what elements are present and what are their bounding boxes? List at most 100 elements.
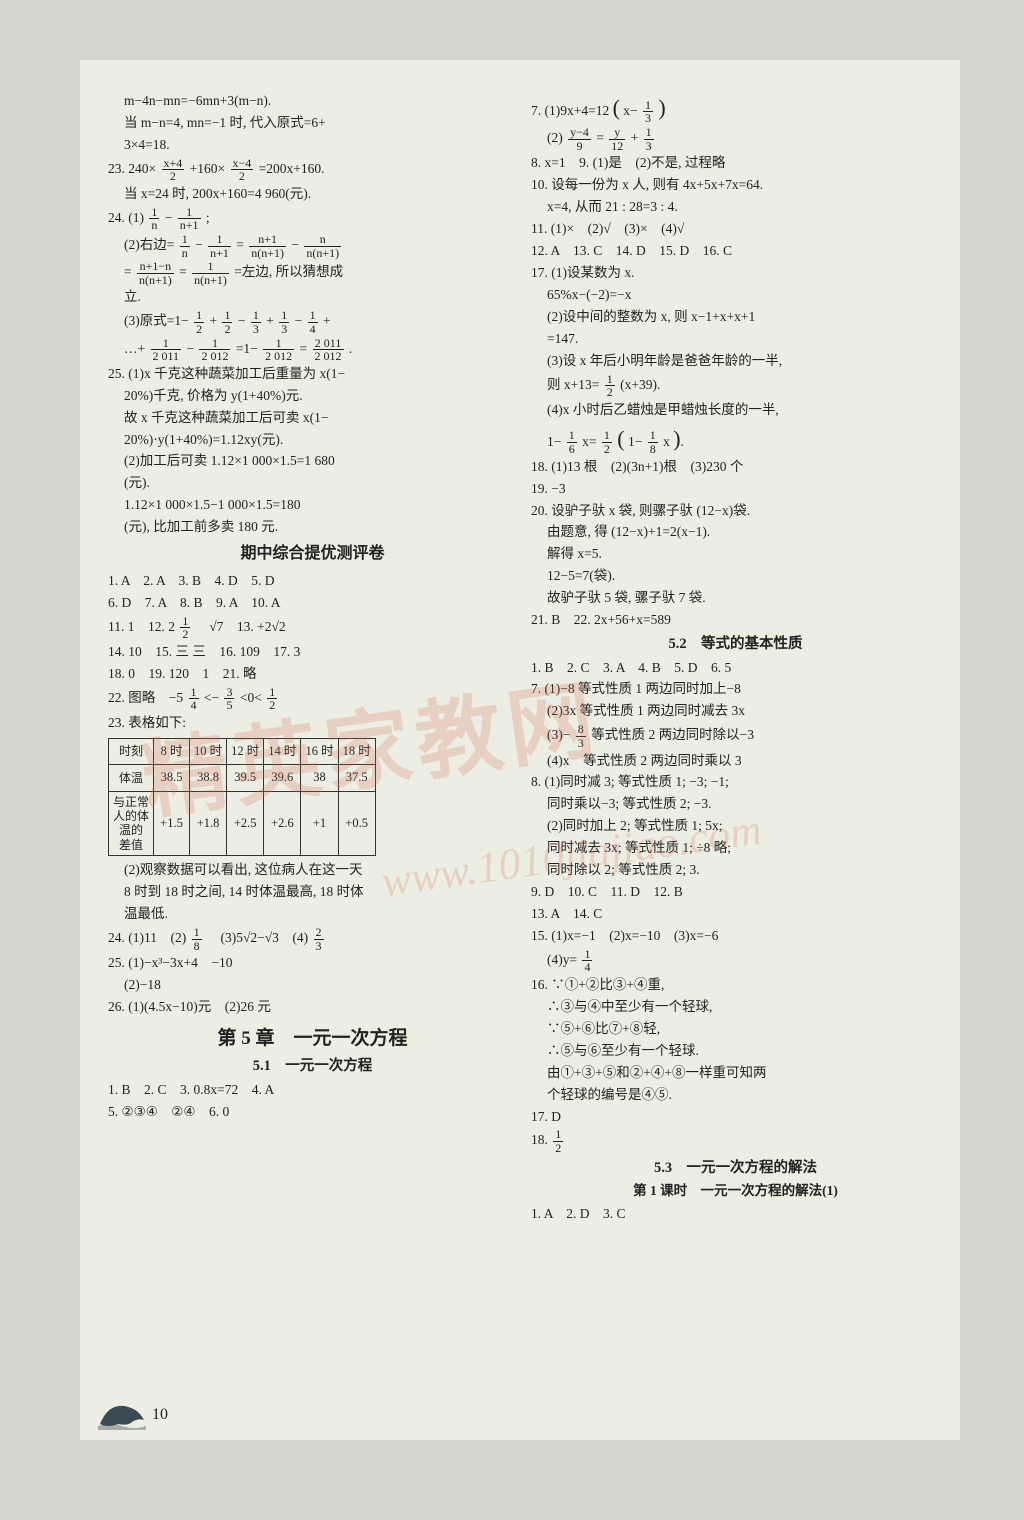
text: − [165, 210, 173, 225]
table-cell: 38 [301, 765, 338, 791]
text: = [236, 237, 244, 252]
s22: 18. 12 [531, 1128, 940, 1154]
text-line: (4)x 等式性质 2 两边同时乘以 3 [531, 751, 940, 772]
table-cell: 39.5 [227, 765, 264, 791]
fraction: 1n [180, 233, 190, 259]
text-line: (元). [108, 473, 517, 494]
table-cell: 10 时 [190, 738, 227, 764]
text-line: (2)同时加上 2; 等式性质 1; 5x; [531, 816, 940, 837]
page-number: 10 [152, 1406, 168, 1424]
fraction: 12 [194, 309, 204, 335]
table-row: 时刻 8 时 10 时 12 时 14 时 16 时 18 时 [109, 738, 376, 764]
text-line: (2)3x 等式性质 1 两边同时减去 3x [531, 701, 940, 722]
table-row: 体温 38.5 38.8 39.5 39.6 38 37.5 [109, 765, 376, 791]
text: + [323, 314, 331, 329]
fraction: 12 [553, 1128, 563, 1154]
chapter-5-title: 第 5 章 一元一次方程 [108, 1024, 517, 1053]
text-line: 8 时到 18 时之间, 14 时体温最高, 18 时体 [108, 882, 517, 903]
fraction: 12 [180, 615, 190, 641]
m11: 24. (1)11 (2) 18 (3)5√2−√3 (4) 23 [108, 926, 517, 952]
table-cell: 与正常 人的体 温的 差值 [109, 791, 154, 856]
text: . [681, 434, 684, 449]
text-line: 3×4=18. [108, 135, 517, 156]
text-line: (2)观察数据可以看出, 这位病人在这一天 [108, 860, 517, 881]
dolphin-icon [98, 1394, 146, 1430]
text-line: 25. (1)x 千克这种蔬菜加工后重量为 x(1− [108, 364, 517, 385]
r2: (2) y−49 = y12 + 13 [531, 126, 940, 152]
q24-5: …+ 12 011 − 12 012 =1− 12 012 = 2 0112 0… [108, 337, 517, 363]
section-5-3-title: 5.3 一元一次方程的解法 [531, 1157, 940, 1179]
text: 24. (1) [108, 210, 144, 225]
text: 24. (1)11 (2) [108, 930, 186, 945]
fraction: 1n [149, 206, 159, 232]
fraction: x−42 [231, 157, 254, 183]
text: = [596, 130, 604, 145]
fraction: 83 [576, 723, 586, 749]
fraction: 12 [605, 373, 615, 399]
text-line: 由①+③+⑤和②+④+⑧一样重可知两 [531, 1063, 940, 1084]
text-line: 温最低. [108, 904, 517, 925]
text: − [238, 314, 246, 329]
fraction: 18 [192, 926, 202, 952]
text: x= [582, 434, 596, 449]
text-line: x=4, 从而 21 : 28=3 : 4. [531, 197, 940, 218]
m3: 11. 1 12. 2 12 √7 13. +2√2 [108, 615, 517, 641]
table-cell: 37.5 [338, 765, 375, 791]
table-cell: 12 时 [227, 738, 264, 764]
text-line: m−4n−mn=−6mn+3(m−n). [108, 91, 517, 112]
fraction: n+1n(n+1) [249, 233, 286, 259]
fraction: 12 [267, 686, 277, 712]
section-5-2-title: 5.2 等式的基本性质 [531, 633, 940, 655]
text-line: =147. [531, 329, 940, 350]
text-line: 23. 表格如下: [108, 713, 517, 734]
text-line: 7. (1)−8 等式性质 1 两边同时加上−8 [531, 679, 940, 700]
text-line: 当 m−n=4, mn=−1 时, 代入原式=6+ [108, 113, 517, 134]
text: 18. [531, 1133, 551, 1148]
page: 精英家教网 www.1010jiajiao.com m−4n−mn=−6mn+3… [80, 60, 960, 1440]
text: (3)− [547, 728, 570, 743]
text: =200x+160. [259, 161, 325, 176]
text-line: (2)−18 [108, 975, 517, 996]
text: √7 13. +2√2 [196, 619, 286, 634]
text: x [663, 434, 670, 449]
fraction: 12 011 [151, 337, 182, 363]
text-line: ∴⑤与⑥至少有一个轻球. [531, 1041, 940, 1062]
text-line: 12. A 13. C 14. D 15. D 16. C [531, 241, 940, 262]
text: + [209, 314, 217, 329]
text-line: 当 x=24 时, 200x+160=4 960(元). [108, 184, 517, 205]
temperature-table: 时刻 8 时 10 时 12 时 14 时 16 时 18 时 体温 38.5 … [108, 738, 376, 856]
text: + [631, 130, 639, 145]
two-column-layout: m−4n−mn=−6mn+3(m−n). 当 m−n=4, mn=−1 时, 代… [108, 90, 940, 1226]
text-line: 同时除以 2; 等式性质 2; 3. [531, 860, 940, 881]
text: − [186, 341, 194, 356]
text: 23. 240× [108, 161, 156, 176]
table-cell: 38.8 [190, 765, 227, 791]
text: =1− [236, 341, 258, 356]
table-cell: 时刻 [109, 738, 154, 764]
text-line: 6. D 7. A 8. B 9. A 10. A [108, 593, 517, 614]
text: =左边, 所以猜想成 [234, 264, 343, 279]
fraction: 16 [567, 429, 577, 455]
fraction: y−49 [568, 126, 591, 152]
fraction: y12 [609, 126, 625, 152]
text-line: 65%x−(−2)=−x [531, 285, 940, 306]
text: 22. 图略 −5 [108, 690, 183, 705]
fraction: n+1−nn(n+1) [137, 260, 174, 286]
m6: 22. 图略 −5 14 <− 35 <0< 12 [108, 686, 517, 712]
text-line: 14. 10 15. 三 三 16. 109 17. 3 [108, 642, 517, 663]
s4: (3)− 83 等式性质 2 两边同时除以−3 [531, 723, 940, 749]
fraction: nn(n+1) [304, 233, 341, 259]
text-line: 解得 x=5. [531, 544, 940, 565]
text-line: 26. (1)(4.5x−10)元 (2)26 元 [108, 997, 517, 1018]
text: x− [623, 103, 637, 118]
text: = [179, 264, 187, 279]
text-line: 18. (1)13 根 (2)(3n+1)根 (3)230 个 [531, 457, 940, 478]
table-cell: 14 时 [264, 738, 301, 764]
text: 11. 1 12. 2 [108, 619, 175, 634]
text: − [291, 237, 299, 252]
fraction: 23 [314, 926, 324, 952]
text: + [266, 314, 274, 329]
text-line: 8. (1)同时减 3; 等式性质 1; −3; −1; [531, 772, 940, 793]
q24-4: (3)原式=1− 12 + 12 − 13 + 13 − 14 + [108, 309, 517, 335]
text-line: 立. [108, 287, 517, 308]
